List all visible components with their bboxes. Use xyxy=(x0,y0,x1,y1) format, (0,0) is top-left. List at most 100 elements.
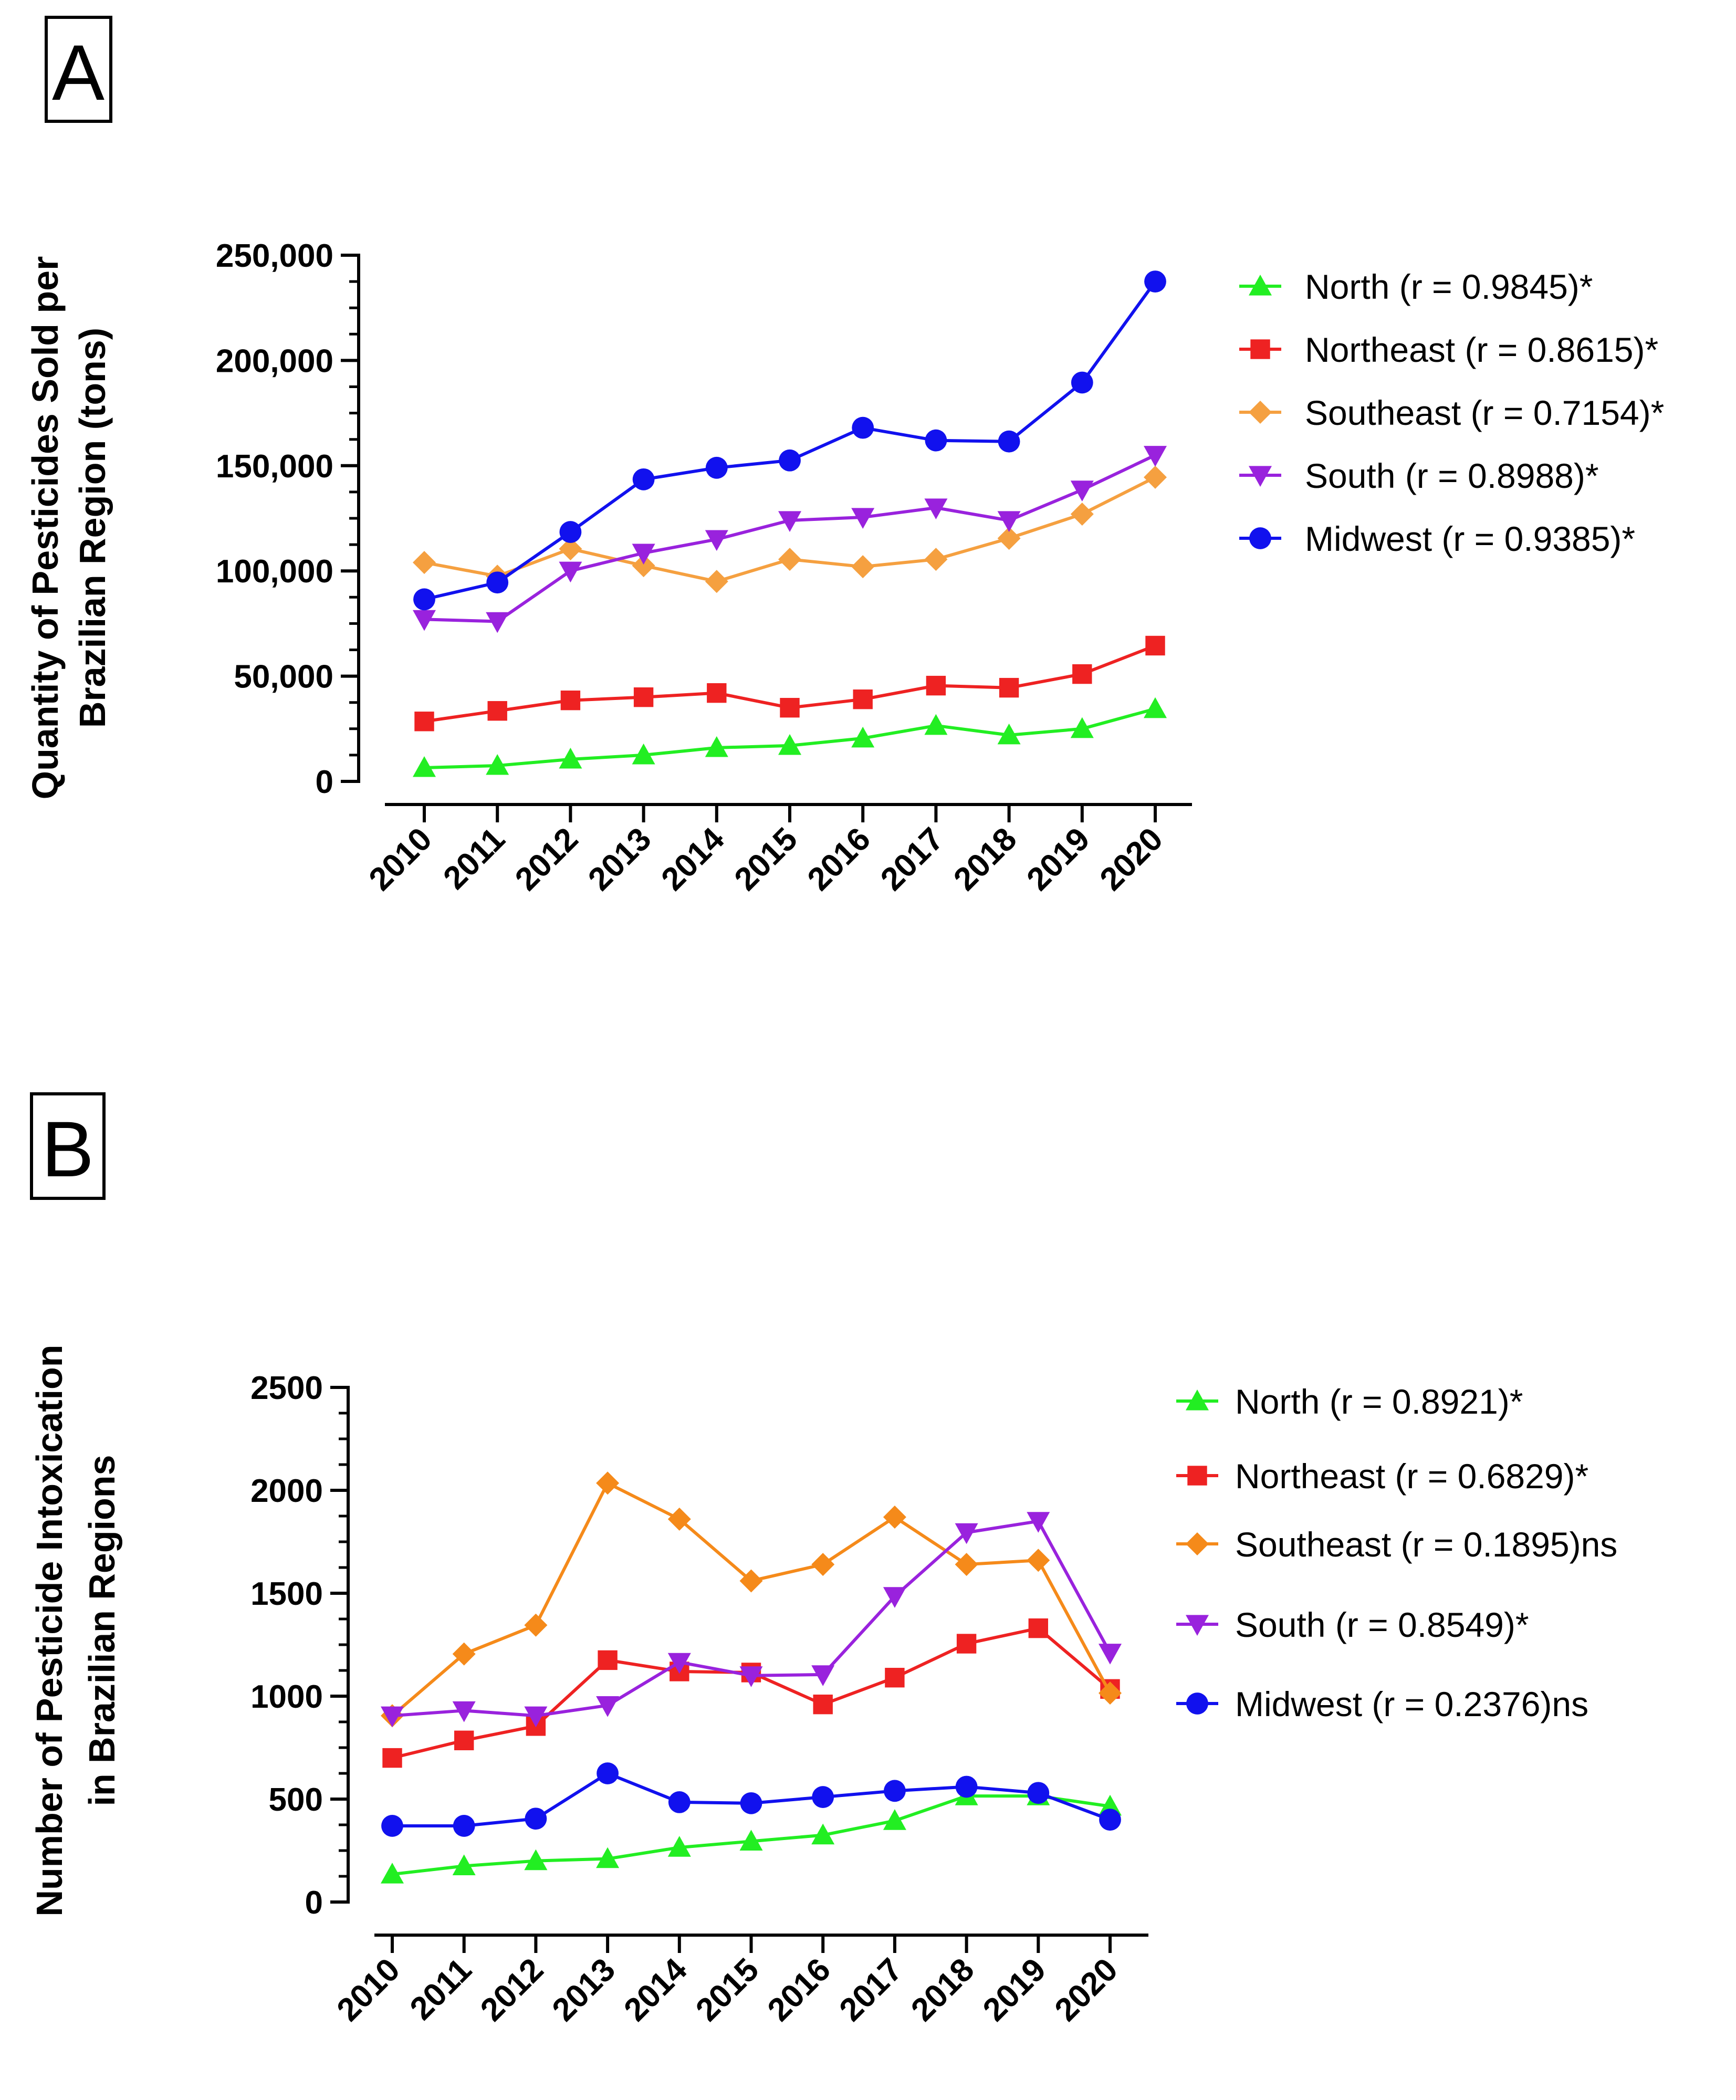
panel-b-legend-marker xyxy=(1186,1692,1208,1715)
panel-a-legend-entry: North (r = 0.9845)* xyxy=(1305,267,1593,306)
panel-b-data-point xyxy=(955,1775,978,1798)
panel-b-ylabel-line1: Number of Pesticide Intoxication xyxy=(29,1344,70,1916)
panel-a-chart: A Quantity of Pesticides Sold per Brazil… xyxy=(25,16,1664,898)
panel-a-data-point xyxy=(997,723,1021,745)
panel-b-data-point xyxy=(381,1706,404,1728)
panel-a-data-point xyxy=(705,456,728,479)
panel-a-data-point xyxy=(1070,502,1094,526)
panel-b-ylabel-line2: in Brazilian Regions xyxy=(81,1455,122,1806)
panel-b-x-tick-label: 2011 xyxy=(403,1951,479,2027)
panel-b-legend-entry: Northeast (r = 0.6829)* xyxy=(1235,1457,1588,1496)
panel-b-data-point xyxy=(1027,1549,1050,1572)
panel-a-x-tick-label: 2019 xyxy=(1020,821,1096,897)
panel-a-data-point xyxy=(632,554,655,578)
panel-a-x-tick-label: 2011 xyxy=(436,821,512,896)
panel-a-data-point xyxy=(852,416,874,439)
panel-b-data-point xyxy=(452,1854,476,1875)
panel-b-data-point xyxy=(452,1701,476,1722)
panel-a-x-tick-label: 2012 xyxy=(508,821,585,897)
panel-b-label-box xyxy=(30,1092,106,1200)
panel-a-x-tick-label: 2018 xyxy=(947,821,1023,897)
panel-a-data-point xyxy=(1145,635,1165,656)
panel-b-y-tick-label: 500 xyxy=(269,1782,323,1818)
panel-a-x-tick-label: 2016 xyxy=(801,821,877,897)
panel-a-x-tick-label: 2017 xyxy=(874,821,950,897)
panel-b-data-point xyxy=(813,1694,833,1715)
panel-a-legend-marker xyxy=(1250,339,1270,359)
panel-b-data-point xyxy=(1099,1644,1122,1665)
panel-a-data-point xyxy=(1144,697,1167,718)
panel-b-data-point xyxy=(525,1808,547,1830)
panel-a-data-point xyxy=(486,612,509,633)
panel-b-y-tick-label: 1500 xyxy=(250,1576,323,1612)
panel-a-data-point xyxy=(926,675,946,696)
panel-a-data-point xyxy=(1144,465,1167,489)
panel-b-data-point xyxy=(811,1553,835,1576)
panel-b-data-point xyxy=(598,1650,618,1670)
panel-a-data-point xyxy=(487,701,507,721)
panel-a-data-point xyxy=(559,747,582,769)
panel-a-label: A xyxy=(52,28,104,117)
panel-b-series-line-1 xyxy=(392,1626,1111,1760)
panel-b-legend-marker xyxy=(1186,1615,1209,1636)
panel-a-data-point xyxy=(925,429,947,452)
panel-b-data-point xyxy=(740,1792,762,1814)
panel-a-data-point xyxy=(998,430,1020,453)
panel-b-data-point xyxy=(454,1730,474,1750)
panel-a-data-point xyxy=(778,734,801,755)
panel-a-ylabel-line2: Brazilian Region (tons) xyxy=(72,328,113,728)
panel-b-data-point xyxy=(381,1863,404,1884)
panel-a-data-point xyxy=(413,551,436,574)
panel-b-data-point xyxy=(955,1523,978,1544)
panel-b-x-tick-label: 2015 xyxy=(689,1951,766,2028)
panel-a-data-point xyxy=(632,544,655,565)
panel-a-data-point xyxy=(559,521,582,543)
panel-a-data-point xyxy=(779,449,801,472)
panel-b-legend-entry: South (r = 0.8549)* xyxy=(1235,1605,1529,1644)
panel-a-y-tick-label: 0 xyxy=(316,764,333,800)
panel-b-data-point xyxy=(884,1780,906,1802)
panel-b-y-tick-label: 2500 xyxy=(250,1370,323,1406)
panel-b-data-point xyxy=(883,1809,906,1830)
panel-a-data-point xyxy=(413,588,435,611)
panel-a-data-point xyxy=(997,527,1021,550)
panel-b-x-tick-label: 2018 xyxy=(904,1951,981,2028)
panel-b-data-point xyxy=(452,1642,476,1666)
panel-a-data-point xyxy=(705,570,728,593)
panel-a-data-point xyxy=(924,498,948,519)
panel-a-data-point xyxy=(560,690,581,711)
panel-b-data-point xyxy=(812,1786,834,1808)
panel-a-data-point xyxy=(1144,270,1166,292)
panel-b-data-point xyxy=(885,1668,905,1688)
panel-a-data-point xyxy=(705,736,728,757)
panel-a-series-line-3 xyxy=(424,454,1156,623)
panel-a-data-point xyxy=(851,726,875,748)
panel-b-x-tick-label: 2014 xyxy=(617,1951,694,2029)
panel-b-x-tick-label: 2016 xyxy=(761,1951,838,2028)
panel-a-data-point xyxy=(853,689,873,709)
panel-a-y-tick-label: 100,000 xyxy=(216,553,333,590)
panel-b-data-point xyxy=(667,1507,691,1531)
panel-b-legend-marker xyxy=(1186,1532,1209,1555)
panel-a-legend-marker xyxy=(1249,466,1272,487)
panel-a-data-point xyxy=(1144,446,1167,467)
panel-b-data-point xyxy=(811,1665,835,1686)
panel-b-data-point xyxy=(524,1849,548,1871)
panel-a-data-point xyxy=(1070,717,1094,738)
panel-a-label-box xyxy=(45,16,112,123)
panel-a-x-tick-label: 2014 xyxy=(654,821,731,898)
panel-b-x-tick-label: 2012 xyxy=(474,1951,550,2028)
panel-b-data-point xyxy=(453,1815,475,1837)
panel-a-legend-entry: Southeast (r = 0.7154)* xyxy=(1305,393,1664,432)
panel-a-data-point xyxy=(559,561,582,583)
panel-a-data-point xyxy=(633,687,654,707)
panel-b-legend-marker xyxy=(1187,1466,1207,1486)
panel-a-data-point xyxy=(413,610,436,631)
panel-b-data-point xyxy=(667,1653,691,1674)
panel-b-y-tick-label: 0 xyxy=(305,1885,323,1921)
panel-b-data-point xyxy=(739,1666,763,1687)
panel-a-x-tick-label: 2020 xyxy=(1093,821,1170,897)
panel-b-legend-entry: Southeast (r = 0.1895)ns xyxy=(1235,1525,1617,1564)
panel-a-data-point xyxy=(632,743,655,765)
panel-a-x-tick-label: 2010 xyxy=(362,821,439,897)
